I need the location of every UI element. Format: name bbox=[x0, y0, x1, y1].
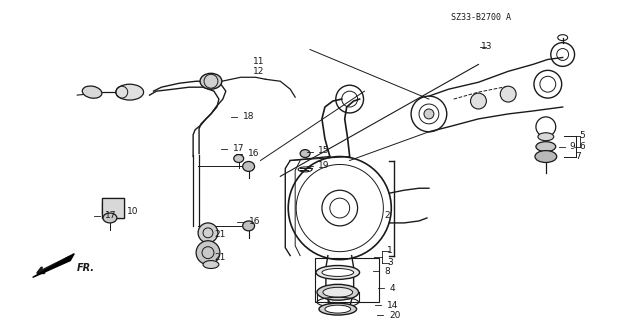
Text: 17: 17 bbox=[105, 212, 116, 220]
Text: 21: 21 bbox=[214, 253, 225, 262]
Bar bbox=[315, 258, 379, 302]
Text: 17: 17 bbox=[233, 144, 244, 153]
Ellipse shape bbox=[538, 133, 554, 141]
Ellipse shape bbox=[316, 266, 360, 279]
Circle shape bbox=[196, 241, 220, 265]
Text: 18: 18 bbox=[242, 112, 254, 121]
Ellipse shape bbox=[322, 268, 354, 276]
Text: 12: 12 bbox=[252, 67, 264, 76]
Ellipse shape bbox=[203, 260, 219, 268]
Text: 10: 10 bbox=[127, 206, 138, 216]
Circle shape bbox=[424, 109, 434, 119]
Text: 8: 8 bbox=[384, 267, 390, 276]
Bar bbox=[102, 198, 124, 218]
Circle shape bbox=[501, 86, 516, 102]
Ellipse shape bbox=[323, 287, 353, 297]
Bar bbox=[102, 198, 124, 218]
Text: 20: 20 bbox=[389, 310, 401, 320]
Text: 14: 14 bbox=[387, 301, 399, 310]
Text: 7: 7 bbox=[575, 152, 582, 161]
Ellipse shape bbox=[82, 86, 102, 98]
Ellipse shape bbox=[234, 155, 244, 163]
Text: 1: 1 bbox=[387, 246, 393, 255]
Ellipse shape bbox=[325, 305, 350, 313]
Ellipse shape bbox=[116, 84, 144, 100]
Text: 9: 9 bbox=[570, 142, 575, 151]
Text: 19: 19 bbox=[318, 161, 330, 170]
Circle shape bbox=[198, 223, 218, 243]
Ellipse shape bbox=[103, 213, 117, 223]
Polygon shape bbox=[33, 254, 74, 277]
Text: 13: 13 bbox=[482, 42, 493, 51]
Ellipse shape bbox=[535, 151, 557, 163]
Ellipse shape bbox=[536, 142, 556, 152]
Ellipse shape bbox=[300, 150, 310, 157]
Text: 16: 16 bbox=[249, 217, 260, 227]
Ellipse shape bbox=[319, 303, 357, 315]
Circle shape bbox=[470, 93, 487, 109]
Text: 5: 5 bbox=[580, 131, 585, 140]
Text: 2: 2 bbox=[384, 212, 390, 220]
Ellipse shape bbox=[242, 221, 254, 231]
Ellipse shape bbox=[242, 162, 254, 172]
Text: 6: 6 bbox=[580, 142, 585, 151]
Text: 15: 15 bbox=[318, 146, 330, 155]
Text: 16: 16 bbox=[247, 149, 259, 158]
Ellipse shape bbox=[200, 73, 222, 89]
Text: 4: 4 bbox=[389, 284, 395, 293]
Text: 11: 11 bbox=[252, 57, 264, 66]
Text: 3: 3 bbox=[387, 258, 393, 267]
Text: 21: 21 bbox=[214, 230, 225, 239]
Text: SZ33-B2700 A: SZ33-B2700 A bbox=[451, 13, 511, 22]
Ellipse shape bbox=[317, 284, 359, 300]
Text: FR.: FR. bbox=[77, 262, 95, 273]
